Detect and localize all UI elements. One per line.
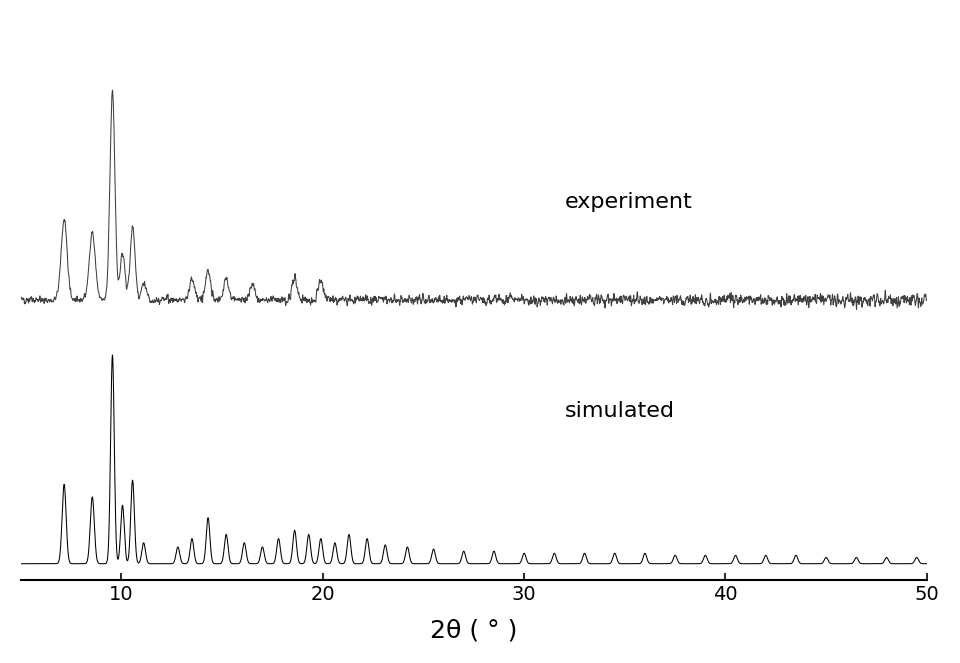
- X-axis label: 2θ ( ° ): 2θ ( ° ): [430, 618, 517, 642]
- Text: simulated: simulated: [564, 401, 675, 421]
- Text: experiment: experiment: [564, 192, 692, 212]
